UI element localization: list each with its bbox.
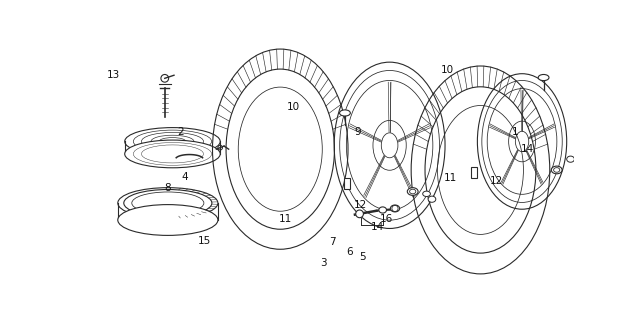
Text: 4: 4	[182, 172, 188, 182]
Text: 2: 2	[177, 127, 184, 137]
Ellipse shape	[428, 196, 436, 202]
Ellipse shape	[566, 156, 575, 162]
Text: 8: 8	[164, 183, 171, 193]
Text: 15: 15	[198, 236, 211, 246]
Text: 5: 5	[359, 252, 366, 262]
Ellipse shape	[118, 204, 218, 235]
Text: 11: 11	[278, 214, 292, 224]
Ellipse shape	[538, 74, 549, 81]
Ellipse shape	[422, 191, 431, 197]
FancyBboxPatch shape	[344, 178, 350, 189]
Text: 7: 7	[328, 237, 335, 247]
Text: 13: 13	[107, 70, 120, 80]
Ellipse shape	[340, 110, 350, 116]
Ellipse shape	[379, 207, 387, 213]
Ellipse shape	[125, 128, 220, 155]
Circle shape	[356, 210, 364, 218]
Text: 11: 11	[444, 173, 457, 183]
Text: 14: 14	[371, 222, 384, 233]
Text: 16: 16	[380, 214, 393, 224]
Text: 12: 12	[490, 176, 503, 186]
Text: 10: 10	[441, 65, 454, 75]
Text: 9: 9	[355, 127, 361, 137]
FancyBboxPatch shape	[471, 167, 477, 178]
Text: 6: 6	[346, 247, 353, 257]
Ellipse shape	[390, 205, 399, 212]
Text: 12: 12	[353, 200, 367, 210]
Ellipse shape	[407, 188, 418, 195]
Ellipse shape	[551, 166, 562, 174]
Text: 10: 10	[287, 102, 300, 112]
Text: 14: 14	[521, 144, 534, 154]
Text: 3: 3	[320, 258, 326, 268]
Text: 1: 1	[512, 127, 518, 137]
Ellipse shape	[125, 140, 220, 168]
